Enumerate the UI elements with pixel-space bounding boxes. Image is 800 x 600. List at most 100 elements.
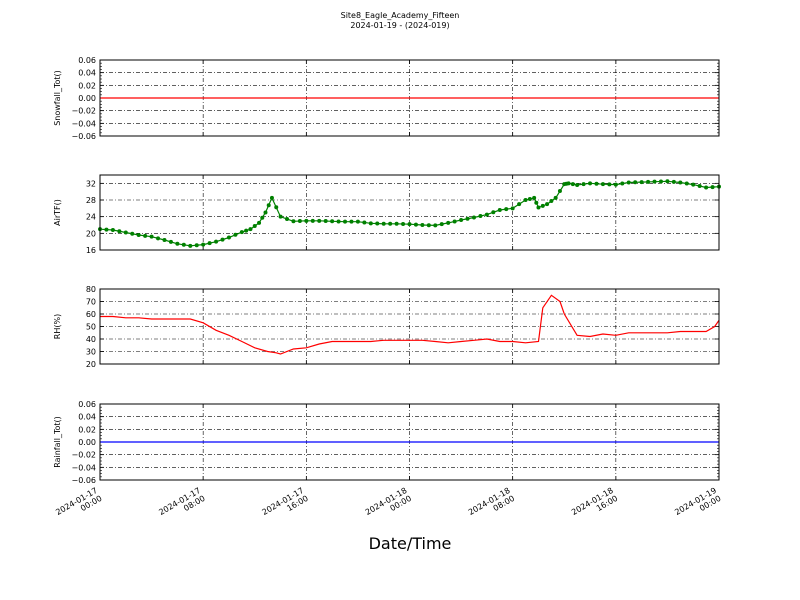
data-point [465, 216, 470, 221]
data-point [553, 195, 558, 200]
data-point [355, 219, 360, 224]
data-point [368, 221, 373, 226]
data-point [491, 210, 496, 215]
data-point [194, 243, 199, 248]
data-point [407, 222, 412, 227]
data-point [244, 228, 249, 233]
data-point [639, 180, 644, 185]
x-tick-label: 2024-01-1816:00 [570, 486, 619, 525]
y-tick-label: −0.04 [71, 463, 96, 472]
data-point [665, 179, 670, 184]
data-point [214, 239, 219, 244]
y-tick-label: −0.06 [71, 132, 96, 141]
y-tick-label: 0.06 [78, 400, 96, 409]
data-point [671, 179, 676, 184]
y-tick-label: 28 [86, 196, 96, 205]
data-point [484, 212, 489, 217]
data-point [534, 200, 539, 205]
y-tick-label: −0.02 [71, 107, 96, 116]
data-point [575, 183, 580, 187]
data-point [136, 233, 141, 237]
data-point [504, 207, 509, 212]
data-point [123, 230, 128, 235]
data-point [570, 182, 575, 187]
data-point [452, 219, 457, 224]
y-tick-label: 16 [86, 246, 96, 255]
data-point [557, 189, 562, 194]
x-tick-label: 2024-01-1716:00 [261, 486, 310, 525]
y-tick-label: 30 [86, 348, 96, 357]
data-point [517, 202, 522, 207]
chart-title: Site8_Eagle_Academy_Fifteen [340, 11, 460, 20]
data-point [523, 198, 528, 202]
data-point [381, 221, 386, 226]
y-tick-label: 20 [86, 360, 96, 369]
data-point [433, 223, 438, 228]
data-point [257, 220, 262, 225]
data-point [201, 242, 206, 247]
data-point [697, 184, 702, 189]
data-point [168, 239, 173, 244]
data-point [263, 210, 268, 215]
data-point [594, 181, 599, 186]
data-point [266, 203, 271, 208]
data-point [220, 237, 225, 242]
data-point [188, 243, 193, 248]
series-line [100, 294, 720, 355]
y-tick-label: 20 [86, 229, 96, 238]
data-point [413, 222, 418, 227]
y-tick-label: −0.04 [71, 119, 96, 128]
data-point [336, 219, 341, 224]
data-point [297, 219, 302, 224]
data-point [394, 221, 399, 226]
data-point [156, 236, 161, 241]
data-point [620, 181, 625, 186]
data-point [375, 221, 380, 226]
y-tick-label: 24 [86, 213, 96, 222]
data-point [566, 181, 571, 186]
data-point [626, 180, 631, 185]
y-axis-label: Snowfall_Tot() [53, 70, 62, 126]
data-point [471, 215, 476, 220]
y-tick-label: 0.00 [78, 94, 96, 103]
y-tick-label: −0.02 [71, 451, 96, 460]
data-point [130, 231, 135, 236]
data-point [420, 223, 425, 227]
data-point [607, 182, 612, 187]
data-point [613, 182, 618, 187]
data-point [588, 181, 593, 186]
y-tick-label: −0.06 [71, 476, 96, 485]
data-point [532, 195, 537, 200]
data-point [536, 205, 541, 210]
axes-frame [99, 403, 720, 481]
data-point [633, 180, 638, 185]
data-point [162, 238, 167, 242]
data-point [252, 224, 257, 229]
data-point [446, 220, 451, 225]
y-tick-label: 60 [86, 310, 96, 319]
data-point [439, 222, 444, 227]
data-point [110, 228, 115, 232]
data-point [478, 214, 483, 219]
data-point [274, 205, 279, 210]
y-tick-label: 0.02 [78, 425, 96, 434]
data-point [704, 185, 709, 190]
y-tick-label: 80 [86, 285, 96, 294]
y-tick-label: 70 [86, 298, 96, 307]
data-point [143, 233, 148, 238]
axes-frame [99, 288, 720, 365]
data-point [117, 229, 122, 234]
x-tick-label: 2024-01-1808:00 [467, 486, 516, 525]
data-point [600, 182, 605, 187]
data-point [149, 234, 154, 239]
data-point [497, 208, 502, 212]
y-axis-label: RH(%) [53, 314, 62, 339]
y-tick-label: 0.00 [78, 438, 96, 447]
data-point [652, 179, 657, 184]
data-point [510, 206, 515, 211]
data-point [459, 218, 464, 222]
chart-subtitle: 2024-01-19 - (2024-019) [350, 21, 450, 30]
data-point [426, 223, 431, 228]
y-tick-label: 0.04 [78, 69, 96, 78]
